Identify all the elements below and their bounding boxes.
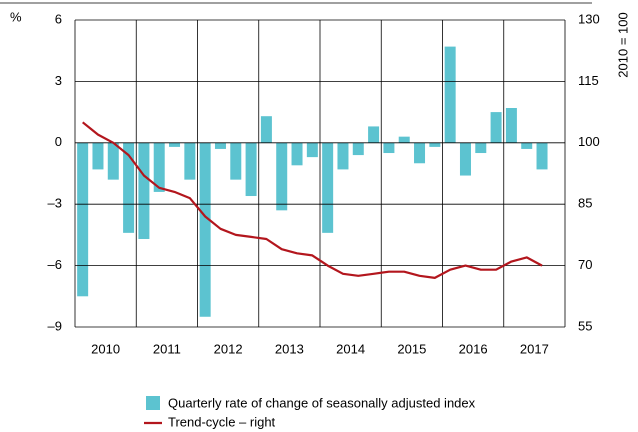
bar bbox=[368, 126, 380, 143]
bar bbox=[199, 142, 211, 317]
bar bbox=[214, 142, 226, 149]
bar bbox=[306, 142, 318, 158]
y2-tick-label: 70 bbox=[578, 257, 592, 272]
bar bbox=[414, 142, 426, 164]
bar bbox=[291, 142, 303, 166]
bar bbox=[230, 142, 242, 180]
x-tick-label: 2011 bbox=[153, 341, 181, 356]
bar bbox=[169, 142, 181, 147]
y2-tick-label: 85 bbox=[578, 196, 592, 211]
bar bbox=[444, 46, 456, 143]
bar bbox=[77, 142, 89, 297]
x-tick-label: 2015 bbox=[397, 341, 426, 356]
y2-tick-label: 55 bbox=[578, 318, 592, 333]
bar bbox=[398, 136, 410, 143]
bar bbox=[490, 112, 502, 143]
y-tick-label: –6 bbox=[48, 257, 62, 272]
bar bbox=[107, 142, 119, 180]
x-tick-label: 2010 bbox=[91, 341, 120, 356]
x-tick-label: 2014 bbox=[336, 341, 365, 356]
legend-label: Quarterly rate of change of seasonally a… bbox=[168, 395, 476, 410]
x-tick-label: 2017 bbox=[520, 341, 549, 356]
bar bbox=[123, 142, 135, 233]
y-tick-label: –3 bbox=[48, 196, 62, 211]
bar bbox=[352, 142, 364, 156]
x-tick-label: 2012 bbox=[214, 341, 243, 356]
y-tick-label: 3 bbox=[55, 73, 62, 88]
bar bbox=[383, 142, 395, 154]
bar bbox=[521, 142, 533, 149]
bar bbox=[536, 142, 548, 170]
y2-label: 2010 = 100 bbox=[615, 12, 630, 77]
bar bbox=[322, 142, 334, 233]
bar bbox=[475, 142, 487, 154]
bar bbox=[245, 142, 257, 197]
x-tick-label: 2016 bbox=[459, 341, 488, 356]
bar bbox=[92, 142, 104, 170]
y-unit-label: % bbox=[10, 9, 22, 24]
y-tick-label: –9 bbox=[48, 318, 62, 333]
y2-tick-label: 130 bbox=[578, 11, 600, 26]
legend-label: Trend-cycle – right bbox=[168, 414, 276, 429]
y-tick-label: 6 bbox=[55, 11, 62, 26]
bar bbox=[337, 142, 349, 170]
bar bbox=[276, 142, 288, 211]
y2-tick-label: 115 bbox=[578, 73, 599, 88]
bar bbox=[459, 142, 471, 176]
x-tick-label: 2013 bbox=[275, 341, 304, 356]
bar bbox=[505, 108, 517, 143]
bar bbox=[184, 142, 196, 180]
bar bbox=[138, 142, 150, 239]
y-tick-label: 0 bbox=[55, 134, 62, 149]
bar bbox=[429, 142, 441, 147]
legend-swatch bbox=[146, 396, 160, 410]
trend-line bbox=[82, 121, 543, 279]
bar bbox=[260, 116, 272, 143]
bar bbox=[153, 142, 165, 192]
y2-tick-label: 100 bbox=[578, 134, 600, 149]
